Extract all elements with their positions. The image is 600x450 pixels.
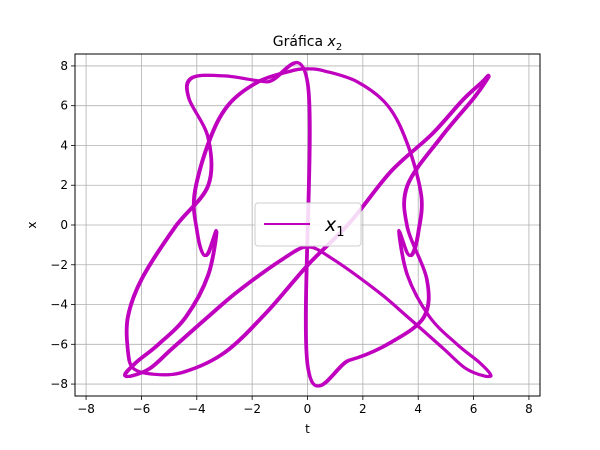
y-tick-label: 2 <box>60 178 68 192</box>
series-line-1-band <box>125 68 493 379</box>
y-tick-label: −2 <box>50 258 68 272</box>
series-line-0 <box>124 61 491 388</box>
ticks: −8 −6 −4 −2 0 2 4 6 8 −8 −6 −4 −2 0 2 4 6 8 <box>50 59 532 416</box>
x-axis-label: t <box>305 422 310 436</box>
x-tick-label: 2 <box>359 402 367 416</box>
y-axis-label: x <box>25 221 39 228</box>
x-tick-label: −2 <box>243 402 261 416</box>
x-tick-label: 4 <box>414 402 422 416</box>
y-tick-label: 0 <box>60 218 68 232</box>
legend: x1 <box>254 202 362 247</box>
y-tick-label: −6 <box>50 337 68 351</box>
y-tick-label: 8 <box>60 59 68 73</box>
x-tick-label: 6 <box>470 402 478 416</box>
y-tick-label: 4 <box>60 138 68 152</box>
x-tick-label: 0 <box>304 402 312 416</box>
y-tick-label: −8 <box>50 377 68 391</box>
chart-title: Gráfica x2 <box>273 34 342 53</box>
legend-label: x1 <box>324 214 345 240</box>
series-line-1 <box>123 67 492 379</box>
x-tick-label: 8 <box>525 402 533 416</box>
y-tick-label: −4 <box>50 298 68 312</box>
x-tick-label: −4 <box>188 402 206 416</box>
series-layer <box>123 61 493 388</box>
x-tick-label: −6 <box>133 402 151 416</box>
y-tick-label: 6 <box>60 99 68 113</box>
x-tick-label: −8 <box>77 402 95 416</box>
series-line-0-band <box>127 62 491 388</box>
